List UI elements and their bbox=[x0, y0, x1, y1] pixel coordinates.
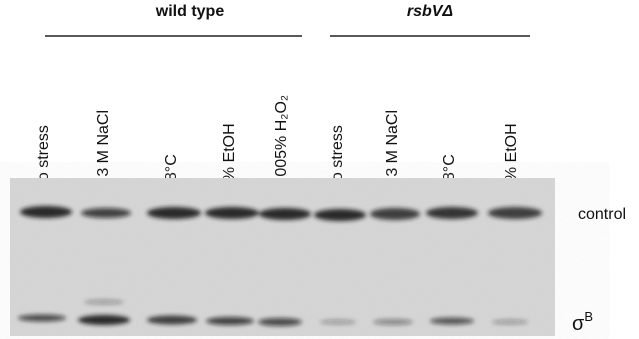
figure: wild type rsbVΔ no stress0.3 M NaCl48°C1… bbox=[0, 0, 639, 339]
row-label: control bbox=[578, 206, 626, 223]
gel-texture bbox=[10, 178, 555, 336]
group-label: wild type bbox=[155, 3, 225, 20]
lane-label: 0.3 M NaCl bbox=[95, 110, 112, 190]
lane-label: 0.005% H₂O₂ bbox=[273, 95, 290, 190]
lane-label: 0.3 M NaCl bbox=[384, 110, 401, 190]
sigma-superscript: B bbox=[584, 309, 593, 324]
row-label: σB bbox=[572, 309, 593, 335]
sigma-symbol: σ bbox=[572, 313, 585, 335]
page: wild type rsbVΔ no stress0.3 M NaCl48°C1… bbox=[0, 0, 639, 339]
group-label: rsbVΔ bbox=[407, 3, 454, 20]
